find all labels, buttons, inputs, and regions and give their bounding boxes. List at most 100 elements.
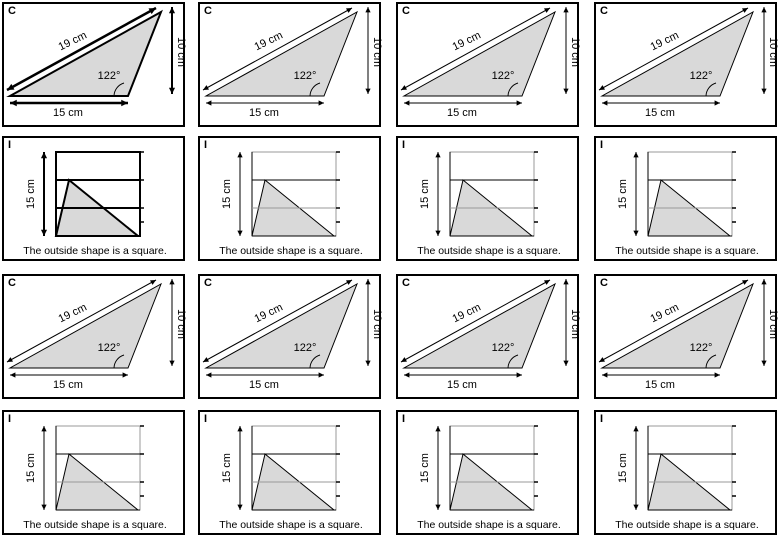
triangle-card: C 19 cm 15 cm 10 cm 122° xyxy=(198,2,383,127)
base-side-arrow xyxy=(404,372,522,378)
triangle-figure: 19 cm 15 cm 10 cm 122° xyxy=(400,279,581,391)
long-side-arrow xyxy=(400,7,551,91)
long-side-arrow xyxy=(6,279,157,363)
base-side-label: 15 cm xyxy=(249,107,279,119)
triangle-card: C 19 cm 15 cm 10 cm 122° xyxy=(594,274,779,399)
triangle-figure: 19 cm 15 cm 10 cm 122° xyxy=(6,279,187,391)
long-side-label: 19 cm xyxy=(57,29,89,53)
triangle-shape xyxy=(204,10,358,97)
base-side-arrow xyxy=(602,372,720,378)
long-side-label: 19 cm xyxy=(57,301,89,325)
card-tag: I xyxy=(600,413,604,425)
caption: The outside shape is a square. xyxy=(23,245,167,257)
base-side-arrow xyxy=(10,372,128,378)
side-length-arrow xyxy=(237,426,243,510)
square-card: I 15 cm The outside shape is a square. xyxy=(594,410,777,535)
short-side-label: 10 cm xyxy=(569,37,581,67)
long-side-arrow xyxy=(400,279,551,363)
card-tag: C xyxy=(402,5,410,17)
card-tag: I xyxy=(8,413,12,425)
short-side-arrow xyxy=(761,279,767,366)
short-side-arrow xyxy=(563,7,569,94)
angle-label: 122° xyxy=(294,342,317,354)
long-side-arrow xyxy=(598,7,749,91)
base-side-arrow xyxy=(404,100,522,106)
angle-label: 122° xyxy=(690,342,713,354)
triangle-figure: 19 cm 15 cm 10 cm 122° xyxy=(598,7,779,119)
long-side-label: 19 cm xyxy=(253,29,285,53)
side-length-arrow xyxy=(435,426,441,510)
angle-arc xyxy=(705,82,717,97)
short-side-label: 10 cm xyxy=(767,309,779,339)
base-side-arrow xyxy=(206,372,324,378)
angle-label: 122° xyxy=(294,70,317,82)
card-tag: I xyxy=(402,413,406,425)
triangle-shape xyxy=(600,282,754,369)
short-side-label: 10 cm xyxy=(569,309,581,339)
side-length-arrow xyxy=(633,152,639,236)
long-side-label: 19 cm xyxy=(451,301,483,325)
base-side-arrow xyxy=(10,99,128,107)
triangle-card: C 19 cm 15 cm 10 cm 122° xyxy=(198,274,383,399)
angle-arc xyxy=(507,82,519,97)
angle-label: 122° xyxy=(492,342,515,354)
card-tag: C xyxy=(204,277,212,289)
short-side-arrow xyxy=(169,279,175,366)
long-side-label: 19 cm xyxy=(649,29,681,53)
card-tag: I xyxy=(204,413,208,425)
card-tag: C xyxy=(8,277,16,289)
short-side-label: 10 cm xyxy=(175,37,187,67)
base-side-label: 15 cm xyxy=(645,379,675,391)
square-card: I 15 cm The outside shape is a square. xyxy=(2,136,185,261)
caption: The outside shape is a square. xyxy=(417,519,561,531)
side-length-label: 15 cm xyxy=(25,179,37,209)
long-side-label: 19 cm xyxy=(253,301,285,325)
short-side-arrow xyxy=(365,279,371,366)
triangle-shape xyxy=(402,282,556,369)
triangle-card: C 19 cm 15 cm 10 cm 122° xyxy=(396,2,581,127)
long-side-arrow xyxy=(202,279,353,363)
base-side-label: 15 cm xyxy=(249,379,279,391)
square-figure: 15 cm The outside shape is a square. xyxy=(219,151,363,257)
angle-label: 122° xyxy=(690,70,713,82)
side-length-label: 15 cm xyxy=(221,179,233,209)
card-tag: I xyxy=(204,139,208,151)
square-card: I 15 cm The outside shape is a square. xyxy=(594,136,777,261)
triangle-shape xyxy=(204,282,358,369)
base-side-arrow xyxy=(602,100,720,106)
card-tag: I xyxy=(402,139,406,151)
square-card: I 15 cm The outside shape is a square. xyxy=(198,136,381,261)
square-card: I 15 cm The outside shape is a square. xyxy=(2,410,185,535)
angle-arc xyxy=(705,354,717,369)
square-card: I 15 cm The outside shape is a square. xyxy=(198,410,381,535)
square-figure: 15 cm The outside shape is a square. xyxy=(615,425,759,531)
square-figure: 15 cm The outside shape is a square. xyxy=(417,151,561,257)
short-side-arrow xyxy=(761,7,767,94)
side-length-arrow xyxy=(237,152,243,236)
triangle-figure: 19 cm 15 cm 10 cm 122° xyxy=(400,7,581,119)
side-length-label: 15 cm xyxy=(419,453,431,483)
base-side-label: 15 cm xyxy=(447,379,477,391)
caption: The outside shape is a square. xyxy=(219,519,363,531)
triangle-shape xyxy=(8,282,162,369)
triangle-shape xyxy=(402,10,556,97)
long-side-label: 19 cm xyxy=(649,301,681,325)
short-side-label: 10 cm xyxy=(371,37,383,67)
side-length-label: 15 cm xyxy=(617,453,629,483)
base-side-label: 15 cm xyxy=(447,107,477,119)
triangle-figure: 19 cm 15 cm 10 cm 122° xyxy=(6,6,187,119)
triangle-shape xyxy=(6,9,163,97)
caption: The outside shape is a square. xyxy=(417,245,561,257)
square-card: I 15 cm The outside shape is a square. xyxy=(396,410,579,535)
angle-label: 122° xyxy=(98,70,121,82)
triangle-card: C 19 cm 15 cm 10 cm 122° xyxy=(2,274,187,399)
long-side-label: 19 cm xyxy=(451,29,483,53)
angle-arc xyxy=(309,82,321,97)
caption: The outside shape is a square. xyxy=(615,245,759,257)
short-side-label: 10 cm xyxy=(767,37,779,67)
short-side-label: 10 cm xyxy=(175,309,187,339)
long-side-arrow xyxy=(202,7,353,91)
triangle-figure: 19 cm 15 cm 10 cm 122° xyxy=(202,7,383,119)
card-tag: I xyxy=(600,139,604,151)
angle-label: 122° xyxy=(492,70,515,82)
